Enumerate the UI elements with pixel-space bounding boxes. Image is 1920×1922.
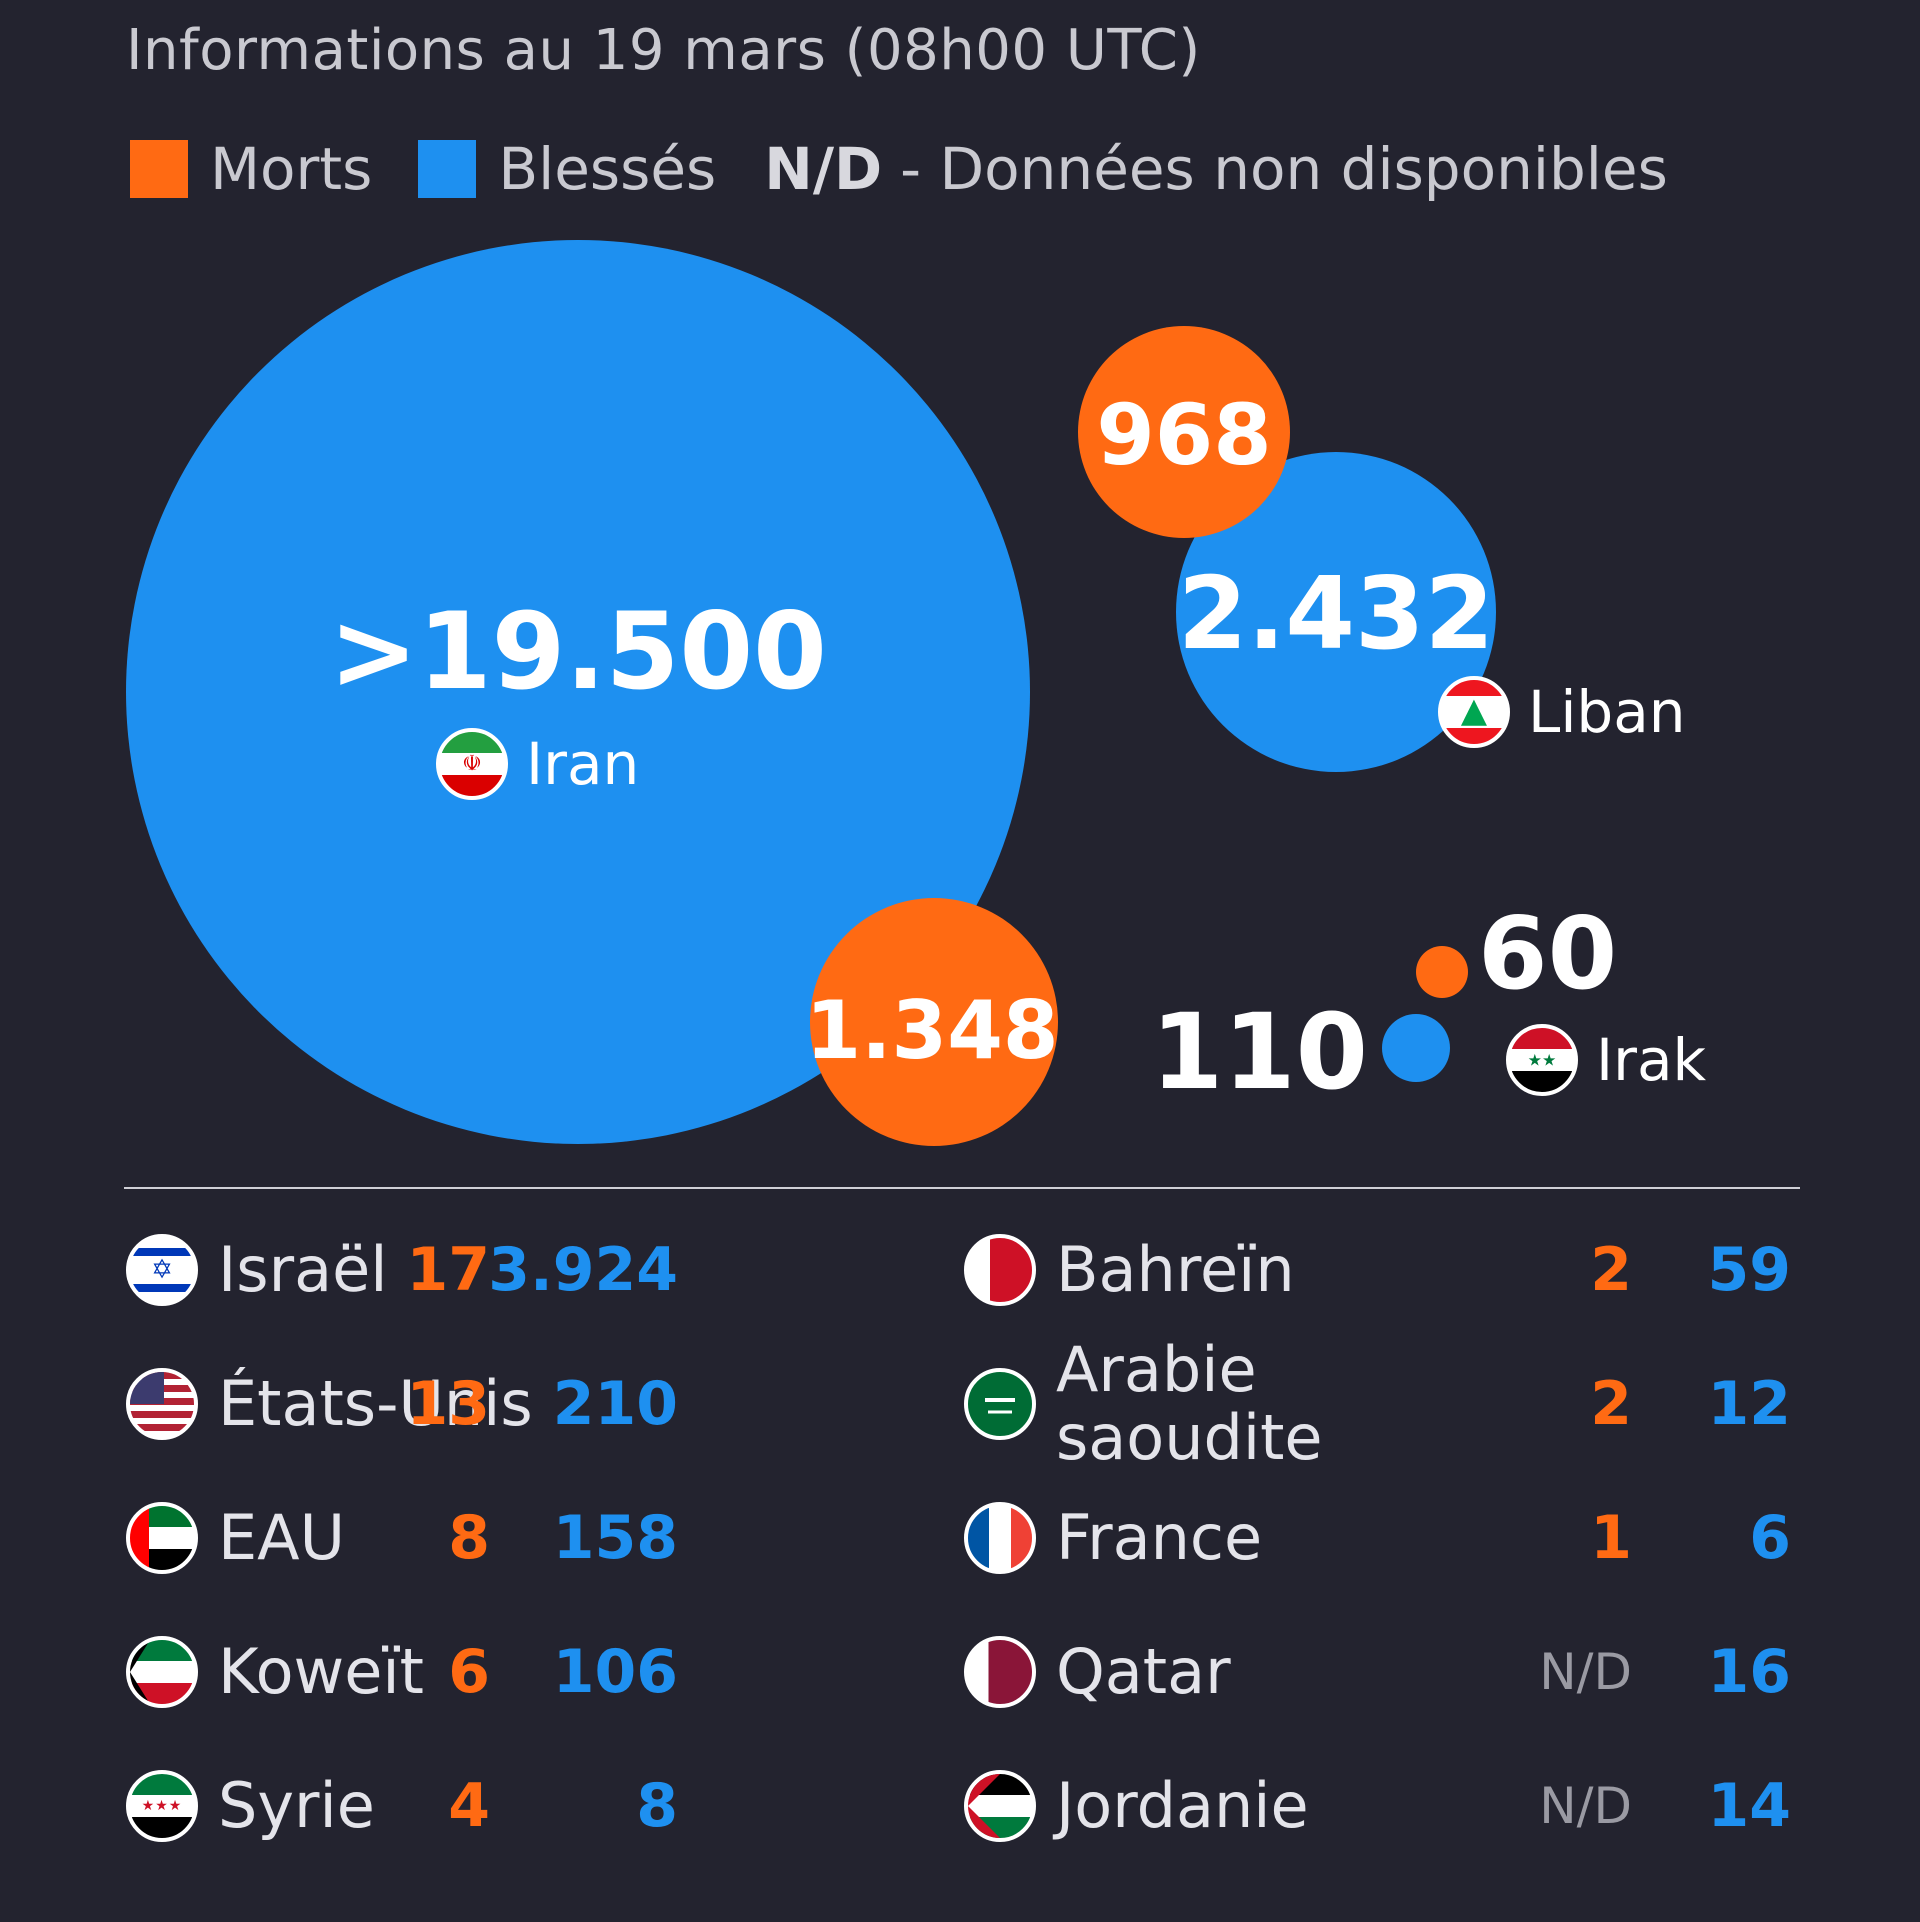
iraq-flag-icon: ★★ <box>1506 1024 1578 1096</box>
country-name: Iran <box>526 730 640 798</box>
label-iran-deaths: 1.348 <box>805 984 1058 1077</box>
table-row: Jordanie N/D 14 <box>964 1751 1794 1861</box>
kuwait-flag-icon <box>126 1636 198 1708</box>
table-row: Bahreïn 2 59 <box>964 1215 1794 1325</box>
france-flag-icon <box>964 1502 1036 1574</box>
table-row: France 1 6 <box>964 1483 1794 1593</box>
deaths-value: 17 <box>406 1235 491 1305</box>
deaths-value: 2 <box>1590 1369 1632 1439</box>
table-row: Koweït 6 106 <box>126 1617 886 1727</box>
deaths-value: 2 <box>1590 1235 1632 1305</box>
country-name: Qatar <box>1056 1635 1231 1708</box>
bubble-irak-deaths <box>1416 946 1468 998</box>
label-iran-country: ☫ Iran <box>436 728 639 800</box>
country-name: France <box>1056 1501 1263 1574</box>
deaths-value: N/D <box>1539 1643 1632 1701</box>
bubble-chart: >19.500 1.348 968 2.432 60 110 <box>126 240 1617 1146</box>
deaths-swatch <box>130 140 188 198</box>
table-row: ★★★ Syrie 4 8 <box>126 1751 886 1861</box>
bubble-liban-deaths <box>1078 326 1290 538</box>
injured-swatch <box>418 140 477 198</box>
table-row: EAU 8 158 <box>126 1483 886 1593</box>
country-name: EAU <box>218 1501 345 1574</box>
deaths-value: 1 <box>1590 1503 1632 1573</box>
deaths-value: 4 <box>448 1771 490 1841</box>
label-liban-deaths: 968 <box>1096 386 1271 484</box>
deaths-value: 13 <box>406 1369 491 1439</box>
qatar-flag-icon <box>964 1636 1036 1708</box>
bahrain-flag-icon <box>964 1234 1036 1306</box>
divider <box>124 1187 1800 1189</box>
country-name: Koweït <box>218 1635 424 1708</box>
injured-value: 59 <box>1707 1235 1792 1305</box>
bubble-irak-injured <box>1382 1014 1450 1082</box>
deaths-value: 8 <box>448 1503 490 1573</box>
bubble-iran-injured <box>126 240 1030 1144</box>
jordan-flag-icon <box>964 1770 1036 1842</box>
label-irak-country: ★★ Irak <box>1506 1024 1706 1096</box>
country-name: Bahreïn <box>1056 1233 1295 1306</box>
table-row: États-Unis 13 210 <box>126 1349 886 1459</box>
usa-flag-icon <box>126 1368 198 1440</box>
label-iran-injured: >19.500 <box>329 590 827 713</box>
country-name: Arabie saoudite <box>1056 1336 1323 1472</box>
country-name: Israël <box>218 1233 388 1306</box>
saudi-flag-icon <box>964 1368 1036 1440</box>
label-liban-country: ▲ Liban <box>1438 676 1686 748</box>
legend: Morts Blessés N/D - Données non disponib… <box>130 134 1668 204</box>
injured-value: 8 <box>636 1771 678 1841</box>
bubble-liban-injured <box>1176 452 1496 772</box>
country-name: États-Unis <box>218 1367 533 1440</box>
injured-value: 158 <box>552 1503 678 1573</box>
lebanon-flag-icon: ▲ <box>1438 676 1510 748</box>
label-irak-deaths: 60 <box>1478 895 1617 1012</box>
country-name: Liban <box>1528 678 1686 746</box>
label-irak-injured: 110 <box>1151 991 1368 1113</box>
injured-value: 106 <box>552 1637 678 1707</box>
legend-nd-key: N/D <box>764 135 883 203</box>
uae-flag-icon <box>126 1502 198 1574</box>
country-name-line1: Arabie <box>1056 1333 1257 1406</box>
injured-value: 210 <box>552 1369 678 1439</box>
table-row: Qatar N/D 16 <box>964 1617 1794 1727</box>
israel-flag-icon: ✡ <box>126 1234 198 1306</box>
iran-flag-icon: ☫ <box>436 728 508 800</box>
legend-nd-text: - Données non disponibles <box>900 135 1668 203</box>
table-row: Arabie saoudite 2 12 <box>964 1336 1794 1472</box>
country-name: Syrie <box>218 1769 375 1842</box>
chart-subtitle: Informations au 19 mars (08h00 UTC) <box>126 18 1201 83</box>
bubble-iran-deaths <box>810 898 1058 1146</box>
syria-flag-icon: ★★★ <box>126 1770 198 1842</box>
country-name-line2: saoudite <box>1056 1401 1323 1474</box>
injured-value: 3.924 <box>488 1235 678 1305</box>
injured-value: 6 <box>1749 1503 1791 1573</box>
legend-deaths-label: Morts <box>210 135 373 203</box>
country-name: Jordanie <box>1056 1769 1309 1842</box>
label-liban-injured: 2.432 <box>1178 555 1494 672</box>
table-row: ✡ Israël 17 3.924 <box>126 1215 886 1325</box>
deaths-value: N/D <box>1539 1777 1632 1835</box>
country-name: Irak <box>1596 1026 1707 1094</box>
legend-injured-label: Blessés <box>498 135 717 203</box>
deaths-value: 6 <box>448 1637 490 1707</box>
injured-value: 16 <box>1707 1637 1792 1707</box>
injured-value: 14 <box>1707 1771 1792 1841</box>
injured-value: 12 <box>1707 1369 1792 1439</box>
